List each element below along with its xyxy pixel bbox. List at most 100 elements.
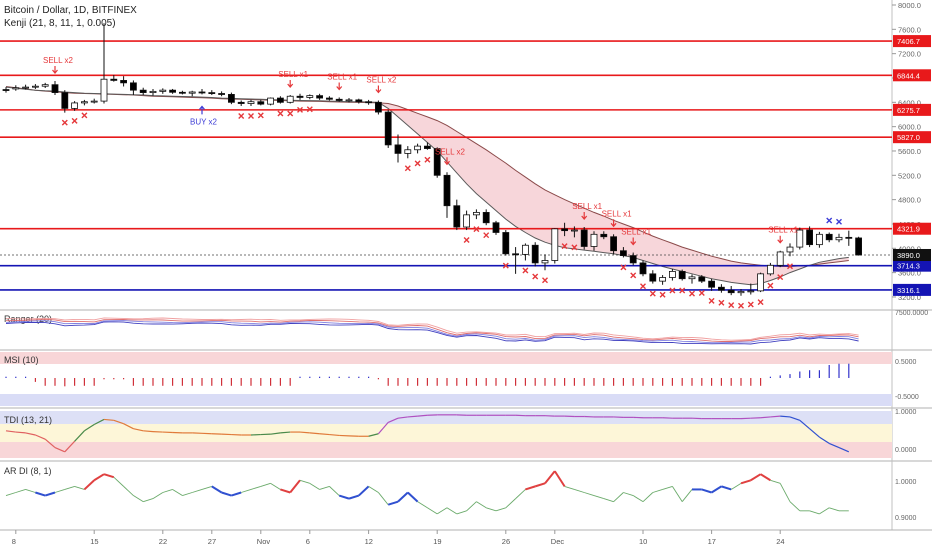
sell-x-marker: [777, 274, 784, 281]
sell-arrow-icon: [287, 80, 294, 88]
price-tick-label: 4800.0: [898, 196, 921, 205]
sell-x-marker: [248, 112, 254, 119]
sell-signal-label: SELL x2: [43, 56, 73, 65]
tdi-line-segment: [417, 414, 428, 417]
ardi-line-segment: [338, 494, 350, 500]
msi-upper-band: [0, 352, 892, 364]
tdi-line-segment: [819, 436, 830, 444]
ardi-line-segment: [534, 482, 546, 488]
sell-signal-label: SELL x1: [768, 226, 798, 235]
candle-down: [227, 94, 235, 103]
buy-x-marker: [836, 218, 842, 225]
ardi-line-segment: [593, 495, 604, 500]
resistance-price-label: 4321.9: [897, 225, 920, 234]
sell-arrow-icon: [630, 237, 637, 246]
support-price-label: 3714.3: [897, 262, 920, 271]
ardi-line-segment: [632, 495, 644, 503]
ardi-line-segment: [505, 498, 516, 509]
candle-down: [482, 212, 490, 224]
sell-x-marker: [649, 290, 656, 297]
candle-up: [659, 277, 666, 282]
time-tick-label: 22: [159, 537, 167, 546]
candle-down: [502, 232, 510, 255]
sell-x-marker: [287, 110, 294, 117]
sell-signal-label: SELL x1: [602, 209, 632, 218]
time-tick-label: 6: [306, 537, 310, 546]
sell-signal-label: SELL x2: [366, 75, 396, 84]
ardi-line-segment: [623, 492, 634, 496]
last-price-label: 3890.0: [897, 251, 920, 260]
ardi-line-segment: [721, 485, 732, 491]
ardi-line-segment: [280, 488, 291, 494]
sell-x-marker: [532, 273, 539, 280]
ardi-line-segment: [672, 486, 683, 502]
candle-down: [433, 148, 441, 176]
candle-down: [208, 92, 216, 94]
candle-down: [718, 286, 725, 291]
time-tick-label: 12: [365, 537, 373, 546]
tdi-line-segment: [143, 430, 154, 433]
tdi-line-segment: [387, 417, 399, 423]
ardi-line-segment: [740, 479, 752, 485]
sell-x-marker: [689, 290, 695, 297]
candle-up: [306, 95, 314, 98]
sell-x-marker: [297, 106, 303, 113]
sell-x-marker: [757, 299, 764, 306]
candle-down: [237, 101, 245, 104]
ardi-line-segment: [486, 507, 497, 512]
ardi-line-segment: [260, 482, 271, 487]
candle-up: [835, 236, 843, 241]
candle-down: [492, 222, 500, 233]
candle-up: [12, 87, 20, 90]
candle-down: [178, 91, 186, 94]
sell-x-marker: [473, 226, 480, 233]
candle-down: [110, 78, 118, 81]
sell-x-marker: [640, 283, 646, 290]
sell-x-marker: [620, 264, 627, 271]
ardi-line-segment: [299, 479, 310, 484]
candle-down: [610, 236, 617, 252]
kenji-upper-line: [5, 86, 849, 267]
ardi-line-segment: [642, 492, 654, 502]
sell-arrow-icon: [375, 85, 382, 94]
ardi-line-segment: [809, 510, 820, 515]
candle-down: [325, 97, 333, 100]
candle-up: [472, 212, 480, 216]
candle-down: [365, 101, 373, 104]
tdi-line-segment: [309, 432, 320, 435]
ardi-line-segment: [829, 507, 840, 512]
sell-x-marker: [71, 117, 78, 124]
candle-up: [669, 271, 676, 278]
candle-up: [22, 86, 30, 89]
ardi-line-segment: [779, 483, 791, 502]
candle-down: [296, 95, 304, 98]
ardi-line-segment: [378, 492, 389, 506]
ardi-line-segment: [819, 507, 830, 515]
candle-down: [678, 271, 686, 280]
candle-up: [786, 246, 794, 253]
sell-x-marker: [698, 289, 705, 296]
tdi-line-segment: [15, 431, 26, 434]
ardi-line-segment: [309, 482, 320, 490]
tdi-line-segment: [84, 423, 95, 432]
ardi-line-segment: [44, 491, 56, 497]
tdi-line-segment: [377, 422, 389, 435]
tdi-line-segment: [25, 432, 36, 436]
candle-down: [561, 228, 568, 232]
candle-up: [541, 260, 549, 264]
ardi-line-segment: [201, 485, 212, 490]
tdi-tick-label: 0.0000: [895, 447, 917, 454]
tdi-line-segment: [368, 433, 379, 437]
tdi-line-segment: [799, 419, 810, 430]
price-tick-label: 3600.0: [898, 269, 921, 278]
candle-up: [688, 276, 696, 280]
tdi-line-segment: [103, 418, 114, 421]
ardi-line-segment: [348, 494, 360, 500]
sell-signal-label: SELL x2: [435, 147, 465, 156]
candle-up: [551, 228, 559, 261]
sell-arrow-icon: [610, 219, 617, 228]
tdi-line-segment: [93, 418, 105, 426]
ardi-line-segment: [192, 489, 203, 493]
candle-up: [522, 244, 529, 255]
